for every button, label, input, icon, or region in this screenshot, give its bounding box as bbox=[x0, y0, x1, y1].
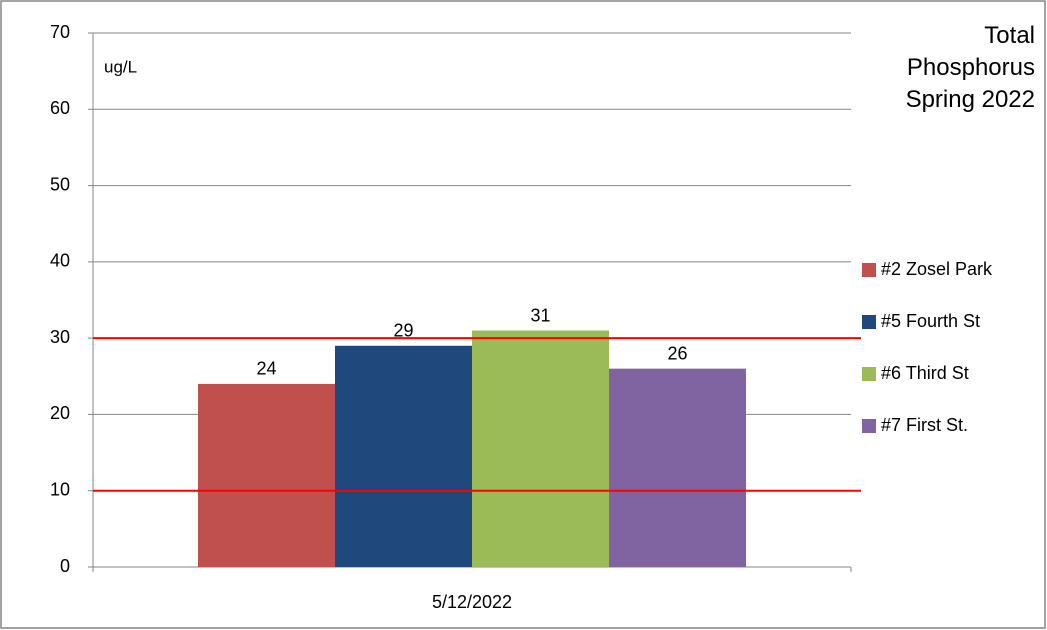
bar bbox=[197, 383, 335, 567]
value-label: 29 bbox=[393, 321, 413, 341]
y-tick-label: 10 bbox=[50, 479, 70, 499]
y-tick-label: 0 bbox=[60, 556, 70, 576]
bar bbox=[334, 345, 472, 567]
y-tick-label: 60 bbox=[50, 98, 70, 118]
legend-label: #7 First St. bbox=[881, 415, 968, 435]
value-label: 24 bbox=[256, 359, 276, 379]
value-label: 26 bbox=[667, 343, 687, 363]
y-tick-label: 20 bbox=[50, 403, 70, 423]
legend-label: #6 Third St bbox=[881, 363, 969, 383]
legend-label: #2 Zosel Park bbox=[881, 259, 993, 279]
y-tick-label: 50 bbox=[50, 174, 70, 194]
y-tick-label: 70 bbox=[50, 22, 70, 42]
bar bbox=[472, 330, 610, 567]
x-tick-label: 5/12/2022 bbox=[432, 592, 512, 612]
value-label: 31 bbox=[530, 305, 550, 325]
bar bbox=[609, 368, 747, 567]
chart-title: Total Phosphorus Spring 2022 bbox=[905, 22, 1035, 113]
y-axis-label: ug/L bbox=[104, 57, 137, 76]
legend-swatch bbox=[862, 263, 876, 277]
legend-swatch bbox=[862, 419, 876, 433]
legend-label: #5 Fourth St bbox=[881, 311, 980, 331]
y-tick-label: 40 bbox=[50, 251, 70, 271]
legend-swatch bbox=[862, 367, 876, 381]
legend-swatch bbox=[862, 315, 876, 329]
y-tick-label: 30 bbox=[50, 327, 70, 347]
